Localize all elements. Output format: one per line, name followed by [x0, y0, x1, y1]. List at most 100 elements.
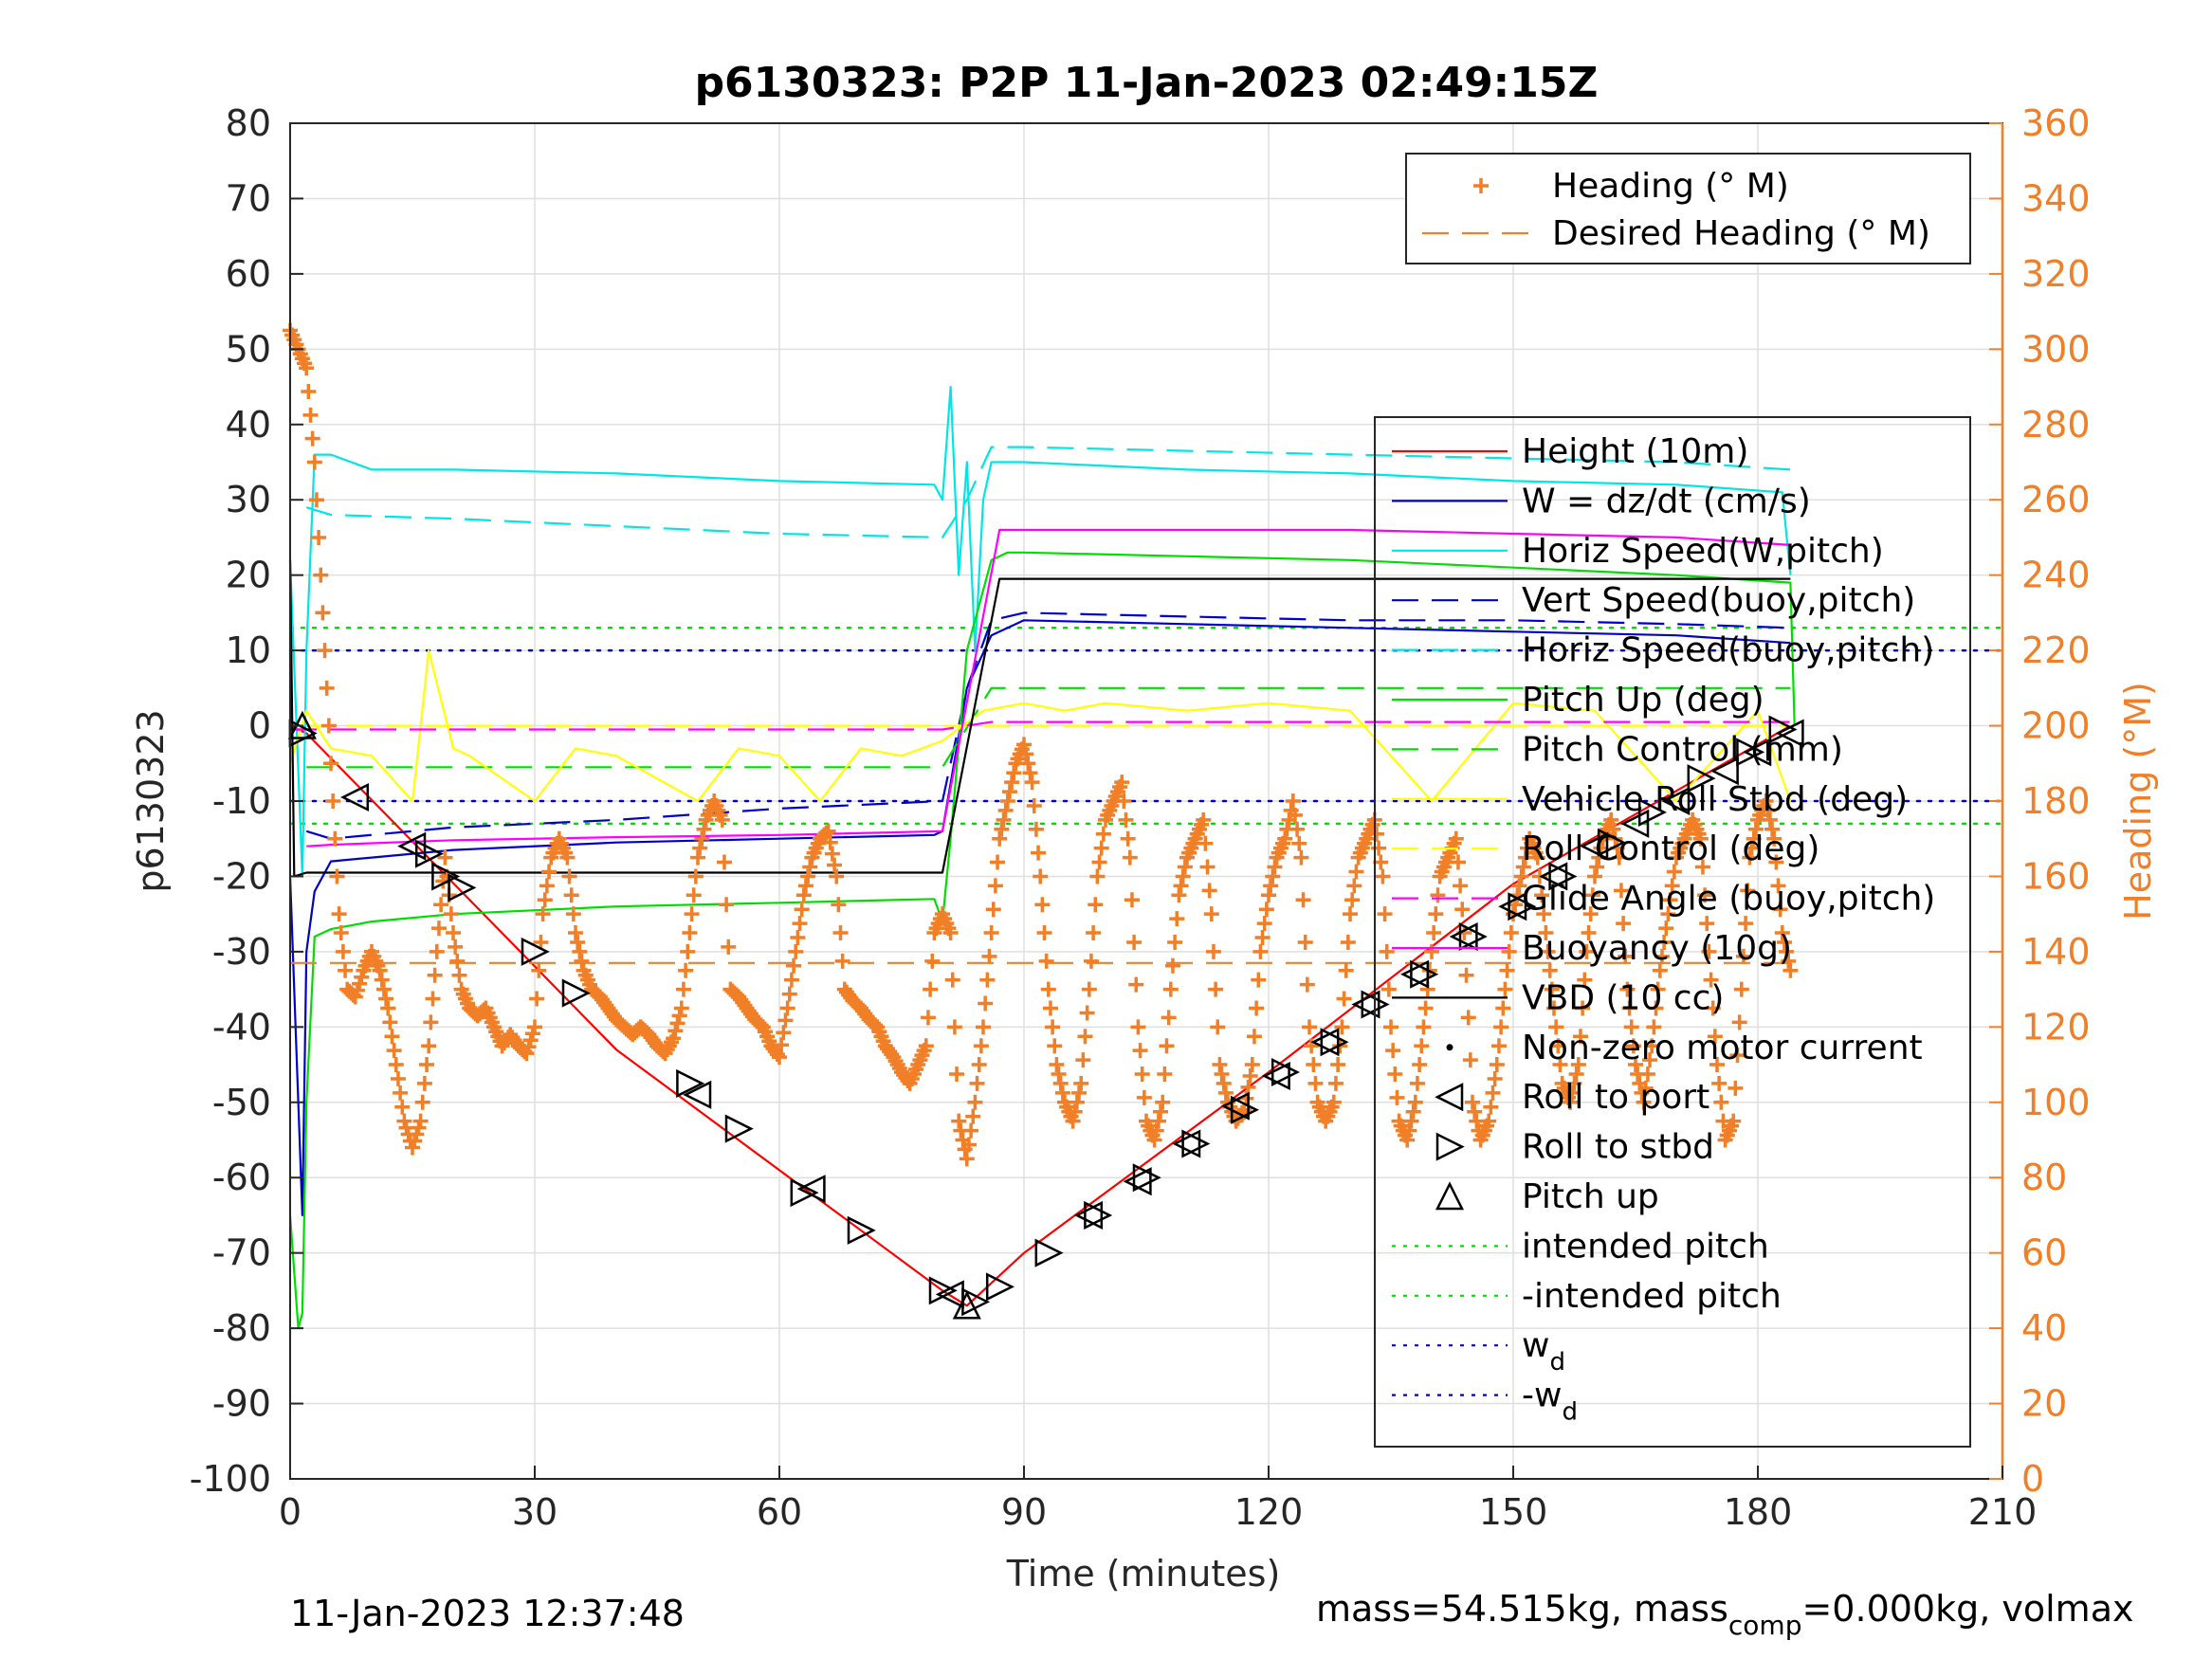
heading-point [1075, 1052, 1091, 1068]
heading-point [1036, 925, 1052, 941]
heading-point [794, 902, 810, 918]
heading-point [1081, 981, 1097, 997]
roll-to-stbd-marker [1181, 1129, 1211, 1158]
heading-point [1462, 1052, 1478, 1068]
heading-point [430, 921, 447, 937]
heading-point [996, 811, 1012, 828]
y-tick-label: -50 [212, 1082, 271, 1123]
heading-point [1022, 765, 1038, 781]
heading-point [1086, 925, 1102, 941]
heading-point [1662, 892, 1678, 908]
heading-point [1285, 793, 1301, 809]
roll-to-stbd-marker [1410, 959, 1439, 989]
heading-point [1379, 943, 1395, 959]
heading-point [1731, 1014, 1747, 1030]
y2-tick-label: 180 [2021, 780, 2091, 822]
heading-point [1770, 878, 1786, 894]
heading-point [1628, 1057, 1643, 1073]
heading-point [1483, 1099, 1499, 1115]
heading-point [568, 925, 583, 941]
heading-point [1210, 1019, 1226, 1035]
marker-layer [287, 710, 1804, 1320]
roll-to-stbd-marker [1637, 797, 1667, 827]
series-horiz-speed-w-pitch [288, 386, 1792, 878]
y2-tick-label: 320 [2021, 253, 2091, 295]
heading-point [1503, 925, 1519, 941]
heading-point [1605, 821, 1621, 837]
heading-point [437, 849, 453, 866]
roll-to-port-marker [1498, 892, 1527, 921]
heading-point [1071, 1085, 1088, 1101]
heading-point [1153, 1103, 1169, 1120]
heading-point [924, 953, 941, 969]
heading-point [1611, 849, 1627, 866]
heading-point [1377, 906, 1393, 922]
heading-point [329, 868, 345, 884]
heading-point [1697, 887, 1713, 903]
legend-label: Roll Control (deg) [1522, 830, 1819, 868]
heading-point [1024, 775, 1040, 791]
heading-point [721, 939, 737, 955]
heading-point [1164, 957, 1180, 974]
heading-point [1267, 859, 1283, 875]
heading-point [1157, 1066, 1173, 1082]
heading-point [971, 1057, 987, 1073]
heading-point [990, 854, 1006, 870]
heading-point [1548, 1019, 1564, 1035]
heading-point [1122, 849, 1138, 866]
heading-point [1387, 1066, 1403, 1082]
heading-point [1401, 1122, 1417, 1139]
legend-top-label: Desired Heading (° M) [1552, 214, 1930, 253]
heading-point [783, 972, 799, 988]
legend-label: Roll to port [1522, 1078, 1709, 1117]
heading-point [1534, 887, 1550, 903]
heading-point [820, 823, 836, 839]
heading-point [1489, 1057, 1505, 1073]
heading-point [777, 1012, 794, 1029]
heading-point [667, 1023, 684, 1039]
series-horiz-speed-buoy-pitch [305, 446, 1791, 539]
heading-point [384, 1029, 400, 1045]
heading-point [1344, 892, 1361, 908]
heading-point [949, 1066, 965, 1082]
heading-point [1020, 756, 1036, 772]
heading-point [1325, 1094, 1342, 1110]
heading-point [1623, 1019, 1639, 1035]
heading-point [1426, 925, 1442, 941]
heading-point [1701, 943, 1717, 959]
heading-point [1735, 948, 1751, 964]
legend-label: Glide Angle (buoy,pitch) [1522, 880, 1935, 919]
heading-point [769, 1047, 785, 1063]
heading-point [1621, 1000, 1637, 1016]
heading-point [374, 972, 390, 988]
heading-point [680, 943, 696, 959]
heading-point [1205, 943, 1221, 959]
heading-point [682, 925, 698, 941]
series-w-dz-dt-cm-s [288, 619, 1791, 1217]
footer-mass: mass=54.515kg, masscomp=0.000kg, volmax [1316, 1588, 2133, 1641]
heading-point [1069, 1094, 1085, 1110]
heading-point [1343, 906, 1358, 922]
heading-point [1040, 981, 1056, 997]
legend-label: Horiz Speed(W,pitch) [1522, 532, 1884, 571]
y-tick-label: 80 [226, 102, 271, 144]
heading-point [1776, 934, 1792, 950]
heading-point [531, 962, 547, 978]
heading-point [978, 995, 994, 1012]
heading-point [1116, 793, 1132, 809]
heading-point [1497, 981, 1513, 997]
y2-tick-label: 140 [2021, 931, 2091, 973]
roll-to-port-marker [1709, 757, 1739, 786]
heading-point [1088, 897, 1104, 913]
heading-point [1251, 972, 1267, 988]
x-tick-label: 150 [1479, 1491, 1548, 1533]
heading-point [981, 948, 997, 964]
heading-point [1034, 897, 1051, 913]
heading-point [1738, 916, 1754, 932]
heading-point [1746, 830, 1762, 847]
series-vert-speed-buoy-pitch [305, 611, 1791, 840]
heading-point [421, 1038, 437, 1054]
y2-tick-label: 40 [2021, 1307, 2067, 1349]
heading-point [1302, 1019, 1317, 1035]
heading-point [1079, 1005, 1095, 1021]
